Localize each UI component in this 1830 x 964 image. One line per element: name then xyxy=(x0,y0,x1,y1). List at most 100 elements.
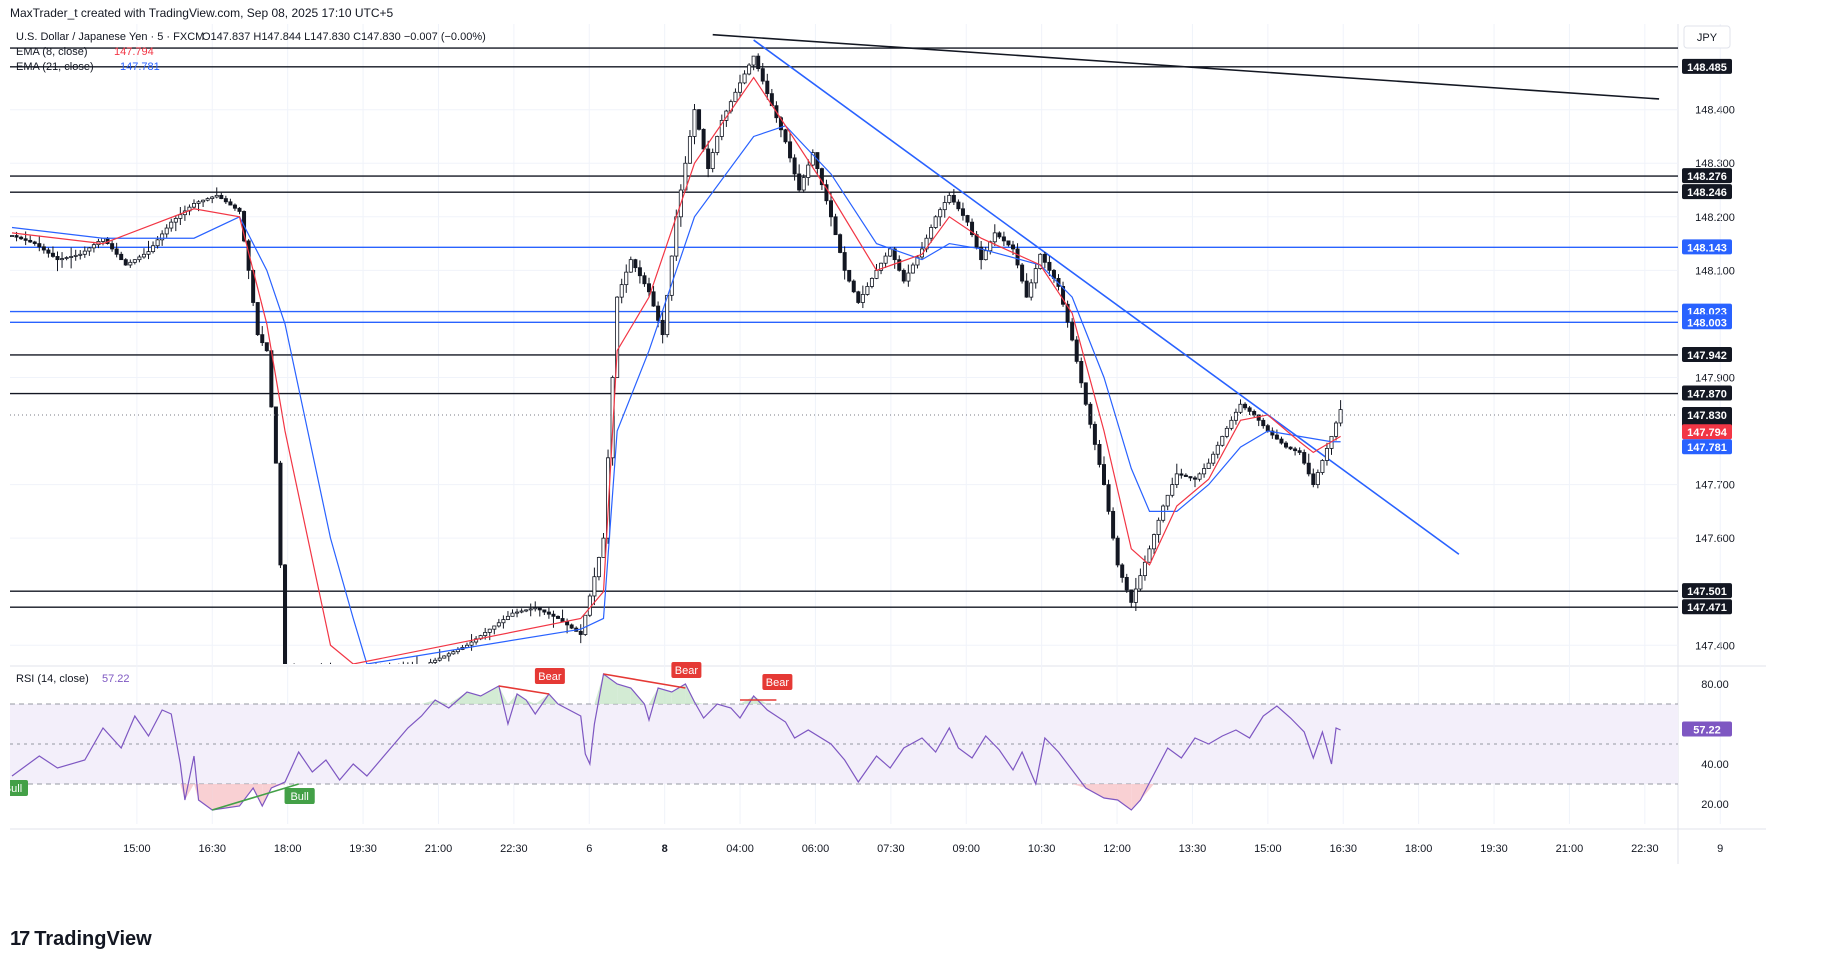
candle xyxy=(1074,336,1079,364)
candle xyxy=(697,109,702,131)
candle xyxy=(951,189,956,205)
price-level-tag-bg xyxy=(1682,583,1732,599)
price-level-tag: 148.143 xyxy=(1682,239,1732,255)
candle-body xyxy=(979,246,984,261)
rsi-overbought-fill xyxy=(603,674,618,704)
candle xyxy=(742,70,747,85)
usdjpy-chart[interactable]: 148.400 148.300 148.200 148.100 147.900 147.7… xyxy=(0,24,1770,906)
candle xyxy=(901,268,906,284)
candle-body xyxy=(819,168,824,186)
candle xyxy=(715,135,720,156)
candle-body xyxy=(315,667,318,668)
candle-body xyxy=(1147,548,1152,563)
candle xyxy=(28,235,33,243)
candle-body xyxy=(1161,505,1166,521)
candle-body xyxy=(1001,236,1006,242)
candle-body xyxy=(983,250,988,261)
tradingview-logo[interactable]: 17 TradingView xyxy=(10,928,152,951)
candle xyxy=(237,207,242,215)
candle xyxy=(1097,439,1102,468)
candle xyxy=(1138,568,1143,592)
rsi-overbought-fill xyxy=(649,688,659,704)
candle xyxy=(437,649,442,662)
candle-body xyxy=(329,667,332,668)
price-tick-label: 147.700 xyxy=(1695,480,1735,492)
candle-body xyxy=(596,557,601,578)
candle xyxy=(1238,399,1243,414)
candle-body xyxy=(1202,468,1207,475)
candle xyxy=(942,195,947,218)
price-tick-label: 148.100 xyxy=(1695,265,1735,277)
candle xyxy=(947,191,952,205)
price-level-tag-bg xyxy=(1682,58,1732,74)
candle-body xyxy=(1247,407,1252,412)
ema21-tag: 147.781 xyxy=(1682,439,1732,455)
candle-body xyxy=(55,256,60,261)
candle-body xyxy=(906,272,911,282)
candle-body xyxy=(264,342,269,352)
candle-body xyxy=(173,218,178,223)
time-tick-label: 18:00 xyxy=(1405,843,1433,855)
candle xyxy=(1001,231,1006,247)
candle-body xyxy=(384,667,387,668)
candle-body xyxy=(1206,462,1211,469)
time-tick-label: 21:00 xyxy=(1556,843,1584,855)
price-level-tag-label: 148.143 xyxy=(1687,242,1727,254)
candle xyxy=(469,634,474,651)
candle-body xyxy=(515,611,520,614)
candle xyxy=(874,263,879,280)
candle xyxy=(23,231,28,246)
candle xyxy=(311,666,314,669)
candle xyxy=(1152,533,1157,555)
candle-body xyxy=(788,141,793,159)
rsi-overbought-fill xyxy=(498,686,508,704)
candle-body xyxy=(374,667,377,668)
candle-body xyxy=(1215,444,1220,455)
candle-body xyxy=(992,232,997,243)
price-level-tag-label: 147.942 xyxy=(1687,350,1727,362)
candle-body xyxy=(942,202,947,211)
candle-body xyxy=(1320,460,1325,473)
candle xyxy=(783,128,788,144)
price-tick-label: 148.400 xyxy=(1695,105,1735,117)
time-tick-label: 22:30 xyxy=(500,843,528,855)
candle-body xyxy=(647,283,652,293)
candle-body xyxy=(1302,452,1307,464)
candle xyxy=(442,655,447,659)
candle-body xyxy=(338,667,341,668)
candle xyxy=(1147,545,1152,563)
time-tick-label: 16:30 xyxy=(1329,843,1357,855)
time-tick-label: 22:30 xyxy=(1631,843,1659,855)
price-level-tag: 148.246 xyxy=(1682,184,1732,200)
rsi-value-tag: 57.22 xyxy=(1682,721,1732,737)
candle-body xyxy=(619,284,624,298)
candle-body xyxy=(1115,537,1120,566)
price-level-tag-bg xyxy=(1682,184,1732,200)
candle-body xyxy=(738,82,743,93)
candle-body xyxy=(565,621,570,626)
price-level-tag: 148.003 xyxy=(1682,314,1732,330)
candle xyxy=(329,662,332,668)
candle-body xyxy=(169,221,174,229)
candle xyxy=(906,264,911,287)
candle xyxy=(851,279,856,294)
candle xyxy=(733,88,738,103)
candle-body xyxy=(278,462,283,566)
rsi-overbought-fill xyxy=(594,674,604,704)
price-level-tag-bg xyxy=(1682,346,1732,362)
candle xyxy=(210,195,215,204)
candle-body xyxy=(1029,282,1034,298)
candle xyxy=(624,264,629,293)
price-tick-label: 147.900 xyxy=(1695,372,1735,384)
candle-body xyxy=(1111,510,1116,539)
price-level-tag-bg xyxy=(1682,599,1732,615)
candle-body xyxy=(556,615,561,619)
price-level-tag: 148.485 xyxy=(1682,58,1732,74)
candle-body xyxy=(1306,462,1311,475)
ema-tag-label: 147.781 xyxy=(1687,442,1727,454)
candle-body xyxy=(869,277,874,287)
candle xyxy=(78,250,83,260)
time-tick-label: 10:30 xyxy=(1028,843,1056,855)
candle-body xyxy=(1220,435,1225,446)
last-price-value: 147.830 xyxy=(1687,410,1727,422)
